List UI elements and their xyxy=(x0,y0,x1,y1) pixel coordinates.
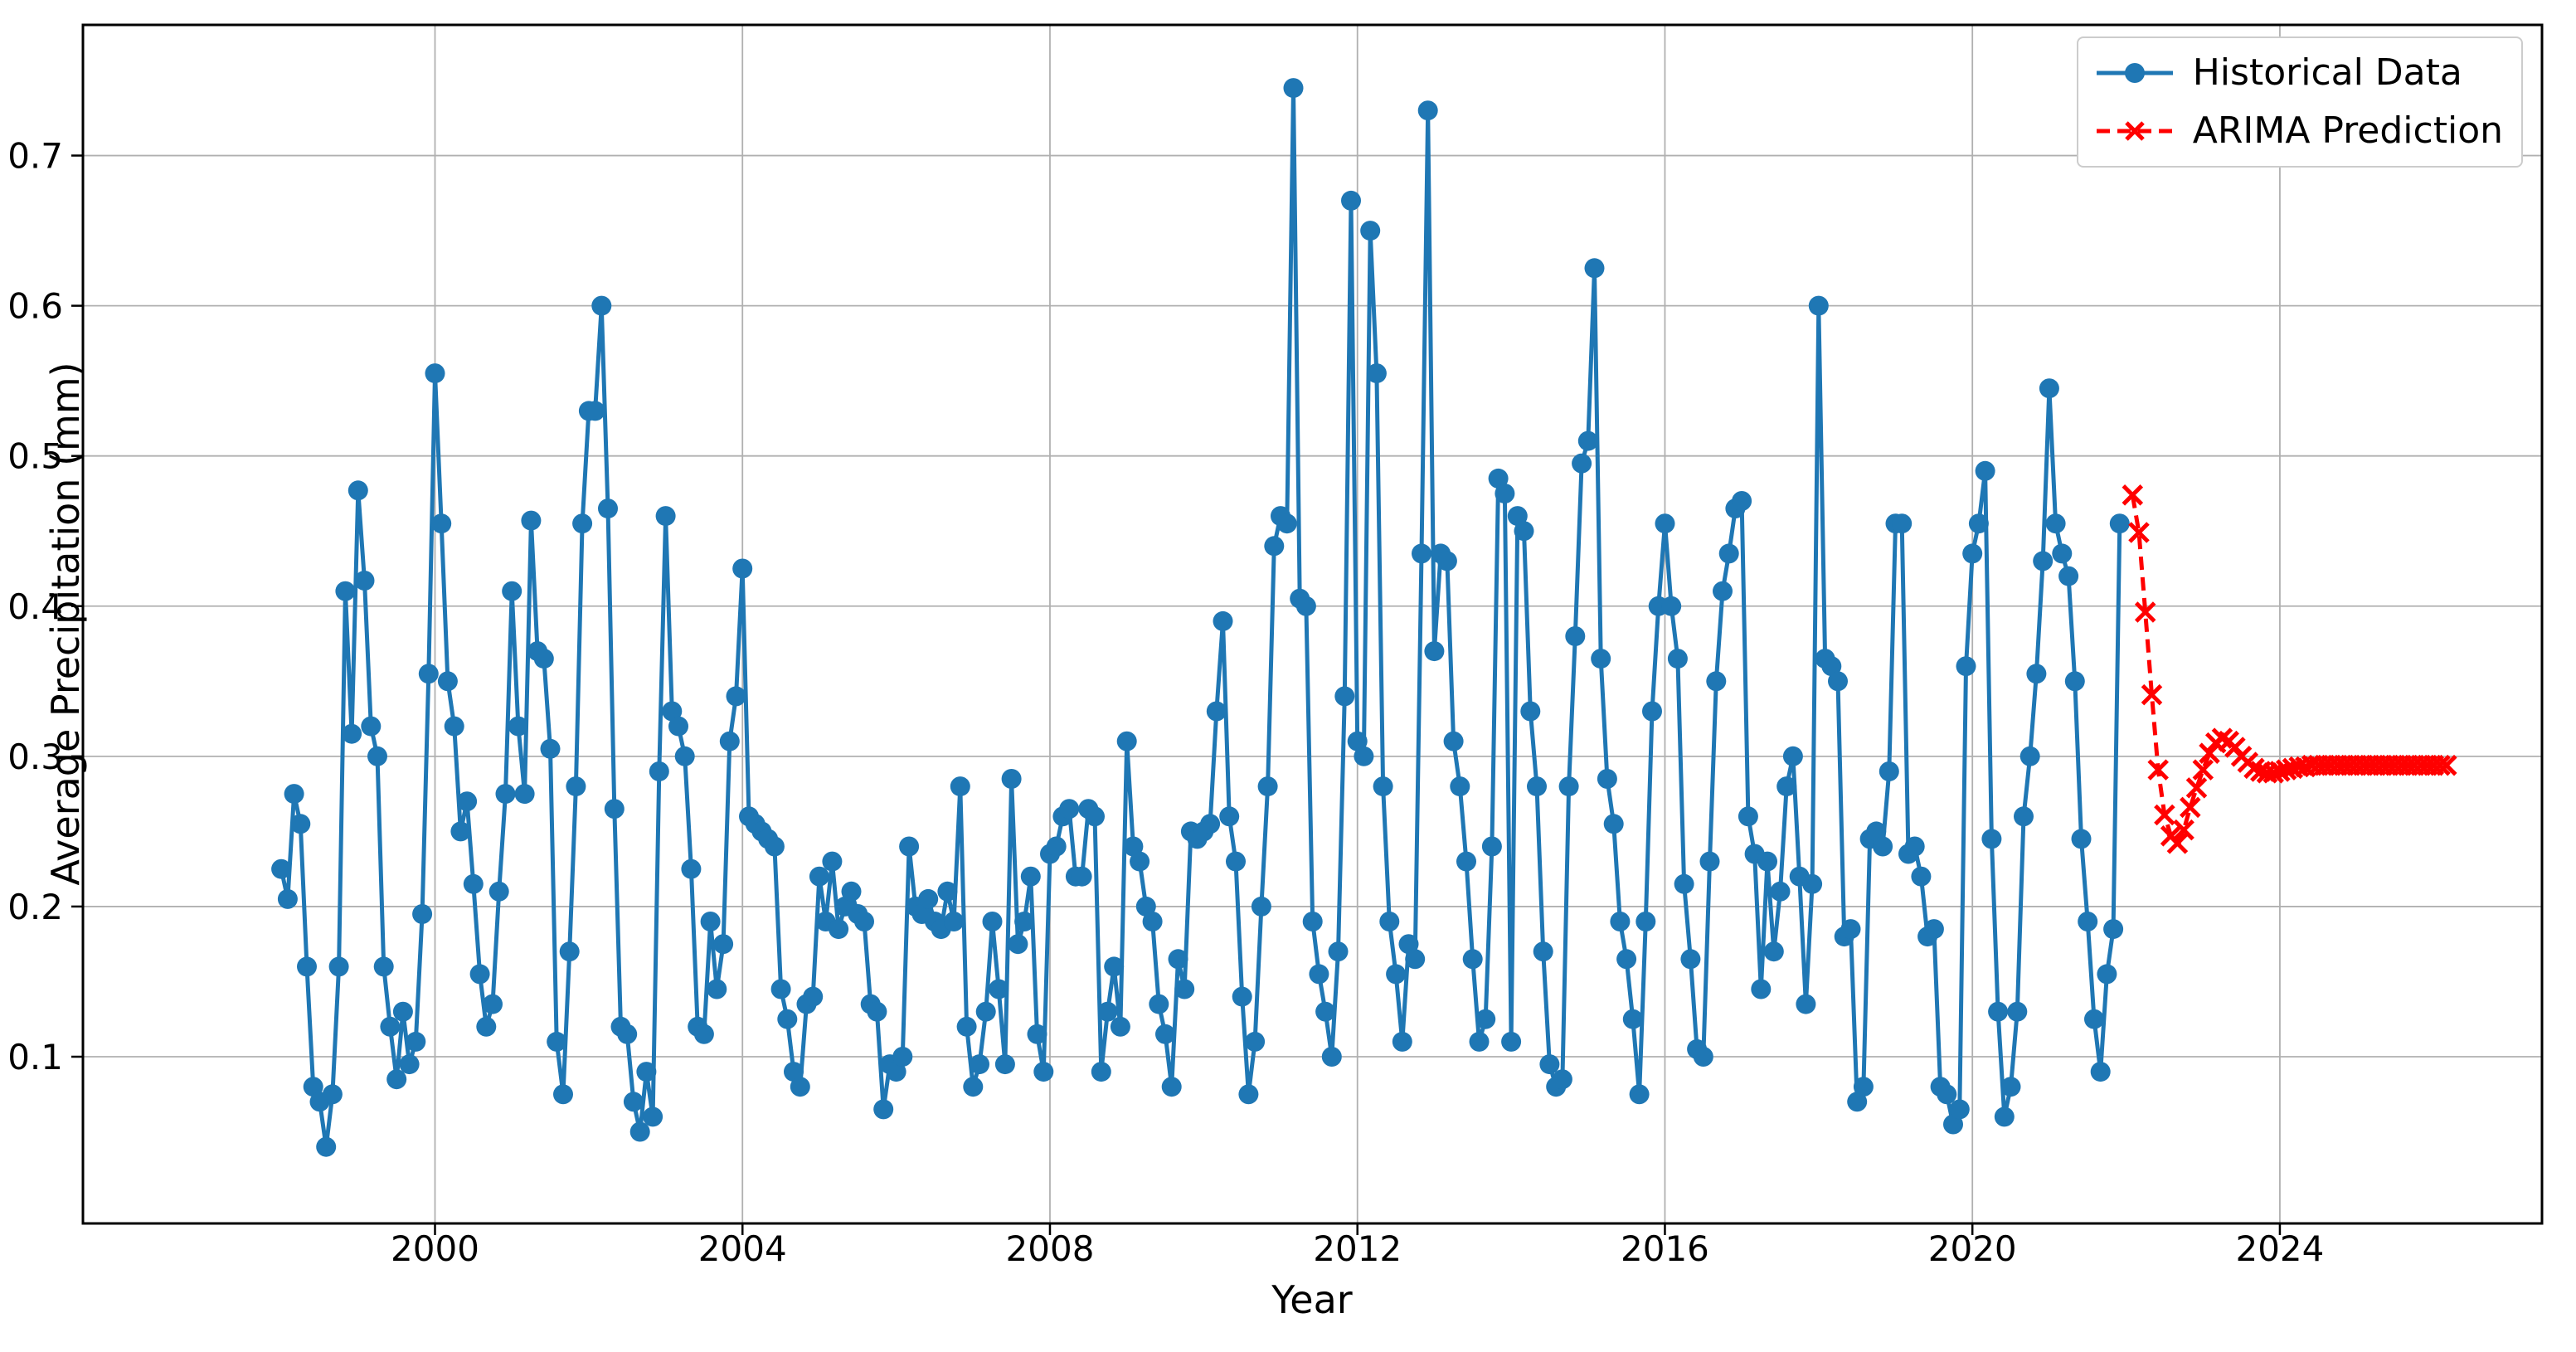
axis-ticks: 2000 2004 2008 2012 2016 2020 2024 0.1 0.2 0.3 0.4… xyxy=(7,136,2324,1269)
x-tick-label: 2012 xyxy=(1313,1228,1402,1269)
x-axis-label: Year xyxy=(1271,1277,1353,1322)
x-tick-label: 2024 xyxy=(2235,1228,2324,1269)
prediction-series xyxy=(2122,484,2457,854)
y-tick-label: 0.1 xyxy=(7,1037,63,1077)
x-tick-label: 2016 xyxy=(1621,1228,1709,1269)
y-tick-label: 0.3 xyxy=(7,737,63,777)
y-tick-label: 0.7 xyxy=(7,136,63,177)
plot-border xyxy=(81,23,2544,1225)
legend-label-historical: Historical Data xyxy=(2192,51,2462,94)
y-tick-label: 0.6 xyxy=(7,286,63,327)
legend-label-arima: ARIMA Prediction xyxy=(2192,109,2503,152)
historical-series xyxy=(271,78,2130,1157)
historical-line-icon xyxy=(2096,63,2173,83)
legend-item-arima: ARIMA Prediction xyxy=(2093,105,2503,158)
x-tick-label: 2008 xyxy=(1006,1228,1095,1269)
arima-line-icon xyxy=(2096,121,2173,141)
x-tick-label: 2004 xyxy=(698,1228,787,1269)
x-tick-label: 2020 xyxy=(1928,1228,2017,1269)
y-axis-label: Average Precipitation (mm) xyxy=(43,362,88,886)
grid-lines xyxy=(83,25,2542,1223)
y-tick-label: 0.2 xyxy=(7,887,63,927)
y-tick-label: 0.4 xyxy=(7,586,63,627)
y-tick-label: 0.5 xyxy=(7,436,63,477)
legend-item-historical: Historical Data xyxy=(2093,46,2503,100)
legend: Historical Data ARIMA Prediction xyxy=(2076,36,2523,168)
x-tick-label: 2000 xyxy=(391,1228,479,1269)
